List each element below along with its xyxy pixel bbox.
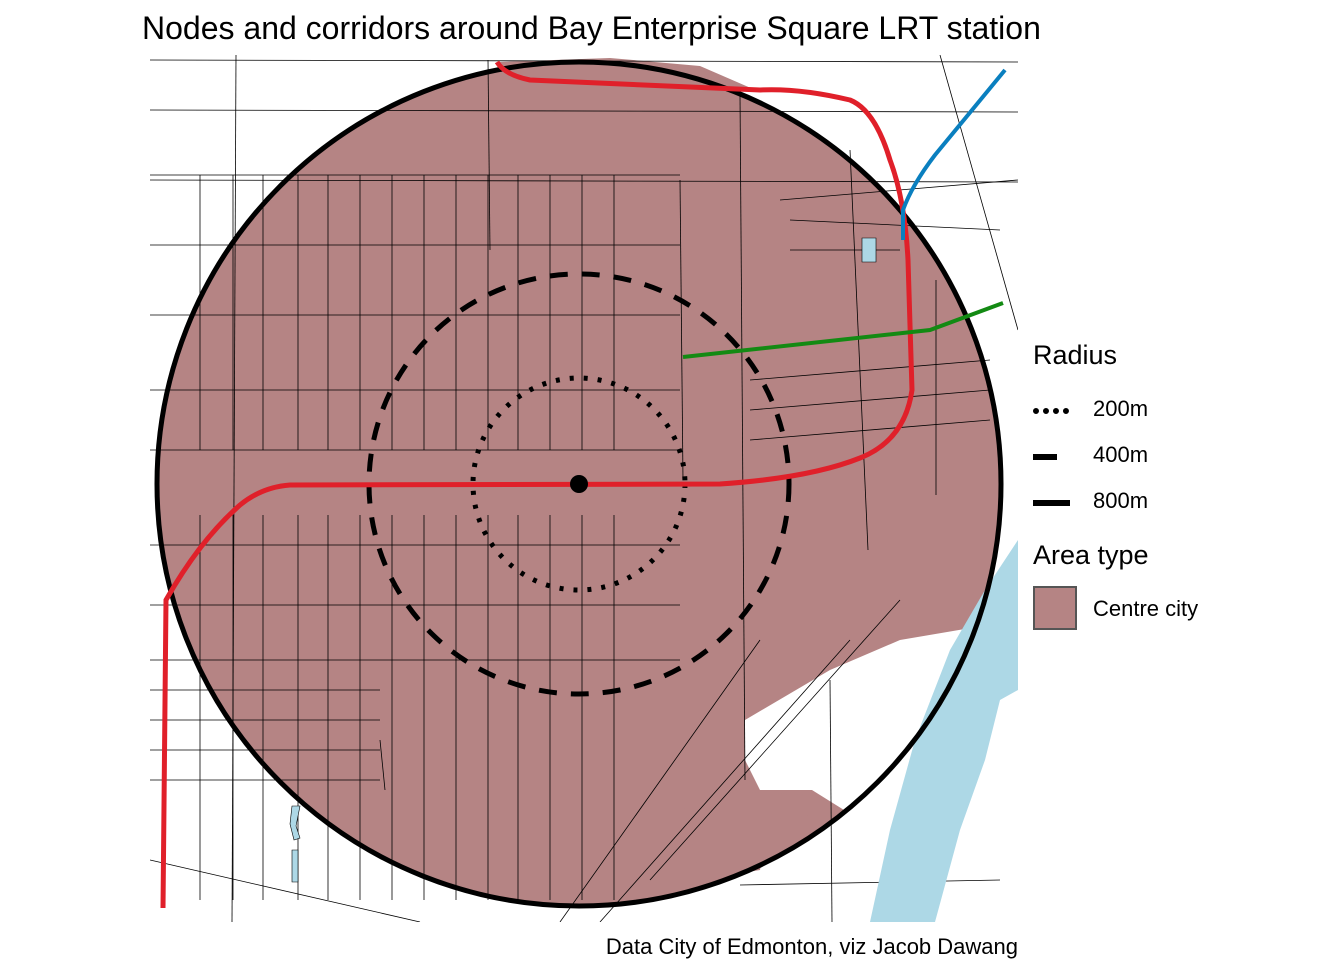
legend-item-200m: 200m (1033, 394, 1233, 424)
street (789, 219, 1001, 231)
street (379, 739, 386, 791)
legend-label: 800m (1093, 488, 1149, 513)
river (870, 540, 1018, 922)
street (559, 639, 761, 922)
pond (289, 805, 301, 883)
station-marker (570, 475, 588, 493)
dashed-line-key (1033, 454, 1057, 460)
lrt-line-red (160, 60, 915, 909)
street (739, 94, 746, 781)
street (487, 59, 491, 251)
pond (861, 237, 877, 263)
street (749, 419, 991, 441)
legend-item-centre-city: Centre city (1033, 586, 1233, 630)
street (150, 109, 1018, 113)
street (749, 389, 991, 411)
ring-800m (154, 59, 1004, 909)
street (849, 149, 869, 551)
street (829, 679, 833, 922)
street (749, 359, 991, 381)
legend-label: Centre city (1093, 596, 1199, 621)
legend-item-400m: 400m (1033, 440, 1233, 470)
centre-city-swatch (1033, 586, 1077, 630)
street (649, 599, 901, 881)
legend-area-title: Area type (1033, 540, 1149, 570)
street-network (150, 55, 1018, 922)
ring-400m (366, 271, 792, 697)
legend-radius-title: Radius (1033, 340, 1118, 370)
street (150, 859, 421, 922)
dotted-line-key (1033, 408, 1069, 414)
solid-line-key (1033, 500, 1070, 506)
lrt-line-blue (901, 68, 1007, 240)
street (231, 55, 237, 922)
street (739, 879, 1001, 886)
legend-label: 200m (1093, 396, 1149, 421)
legend-area-type: Area type Centre city (1033, 540, 1198, 630)
street (679, 179, 684, 481)
lrt-line-green (682, 301, 1004, 359)
street (599, 639, 851, 922)
map-title: Nodes and corridors around Bay Enterpris… (142, 10, 1041, 46)
legend-item-800m: 800m (1033, 486, 1233, 516)
map-caption: Data City of Edmonton, viz Jacob Dawang (605, 934, 1018, 959)
street (939, 55, 1018, 331)
legend-radius: Radius 200m 400m 800m (1033, 340, 1148, 513)
legend-label: 400m (1093, 442, 1149, 467)
